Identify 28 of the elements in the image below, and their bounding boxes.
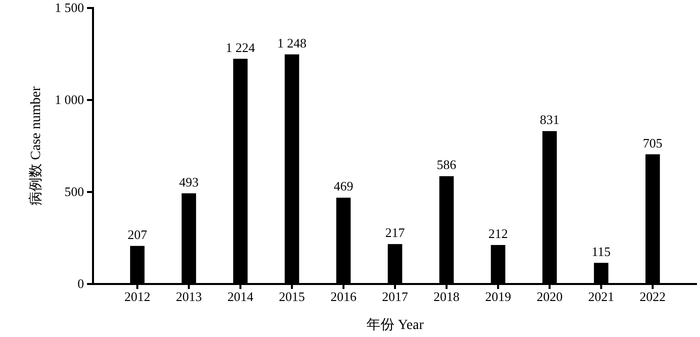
x-tick-label: 2016 [330,289,357,304]
data-label: 586 [436,157,457,172]
x-tick-label: 2019 [485,289,512,304]
data-label: 212 [488,226,508,241]
x-tick-label: 2020 [536,289,563,304]
y-tick-label: 0 [78,276,84,292]
x-tick-label: 2012 [124,289,150,304]
data-label: 217 [385,225,406,240]
data-label: 705 [642,135,662,150]
y-tick-label: 1 500 [54,0,84,16]
x-axis-title: 年份 Year [366,317,424,333]
x-tick-label: 2021 [588,289,614,304]
x-tick-label: 2018 [434,289,460,304]
y-tick-label: 500 [64,184,84,200]
data-label: 207 [128,226,148,242]
x-tick-label: 2022 [640,289,666,304]
x-tick-label: 2013 [176,289,202,304]
data-label: 1 224 [226,40,256,55]
data-label: 469 [334,178,354,194]
data-label: 115 [592,244,611,259]
x-tick-label: 2017 [382,289,408,304]
y-axis-title: 病例数 Case number [28,86,44,206]
y-tick-label: 1 000 [54,92,84,108]
x-tick-label: 2014 [227,289,254,304]
data-label: 831 [540,112,560,128]
x-tick-label: 2015 [278,289,305,304]
data-label: 493 [179,174,199,190]
data-label: 1 248 [277,35,307,50]
